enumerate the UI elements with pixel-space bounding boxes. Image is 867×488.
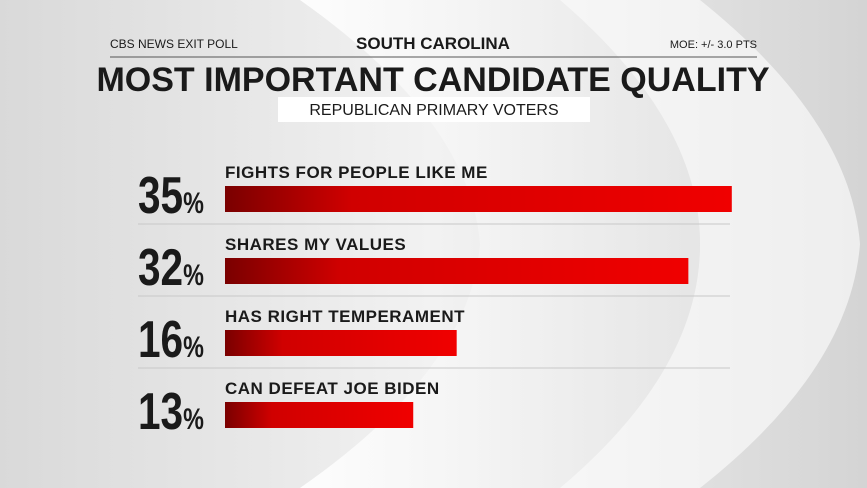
subtitle-box (278, 97, 590, 122)
bar (225, 402, 414, 428)
moe: MOE: +/- 3.0 PTS (670, 39, 757, 51)
value-label: 32% (138, 238, 204, 296)
chart-subtitle: REPUBLICAN PRIMARY VOTERS (309, 102, 558, 119)
category-label: FIGHTS FOR PEOPLE LIKE ME (225, 163, 488, 182)
value-label: 16% (138, 310, 204, 368)
category-label: CAN DEFEAT JOE BIDEN (225, 379, 440, 398)
value-label: 13% (138, 382, 204, 440)
value-label: 35% (138, 166, 204, 224)
bar (225, 330, 457, 356)
category-label: SHARES MY VALUES (225, 235, 406, 254)
category-label: HAS RIGHT TEMPERAMENT (225, 307, 465, 326)
location: SOUTH CAROLINA (356, 34, 510, 53)
chart-title: MOST IMPORTANT CANDIDATE QUALITY (96, 61, 769, 99)
background-shape (560, 0, 860, 488)
source: CBS NEWS EXIT POLL (110, 37, 238, 51)
background-shape (300, 0, 700, 488)
bar (225, 186, 732, 212)
bar (225, 258, 689, 284)
